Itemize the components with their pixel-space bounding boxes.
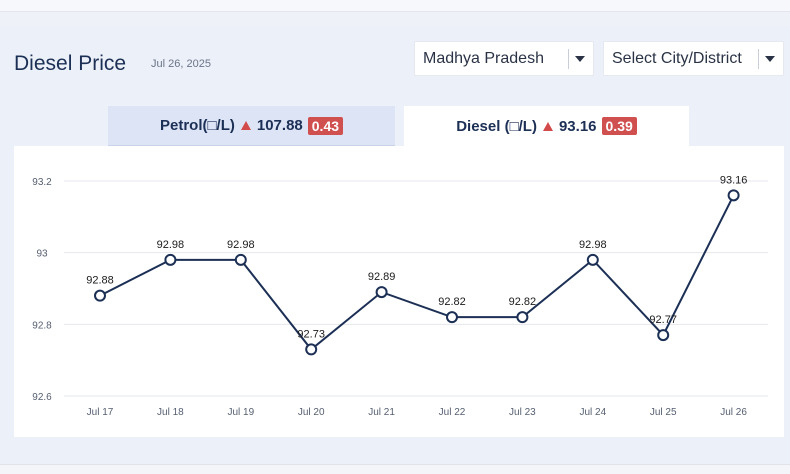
chart-card: 93.2 93 92.8 92.6 Jul 17 Jul 18 Jul 19 Jul 20 Ju… xyxy=(14,146,784,437)
triangle-up-icon xyxy=(240,121,251,130)
tab-label: Diesel (□/L) xyxy=(456,117,537,135)
select-divider xyxy=(758,48,759,69)
y-tick-label: 93.2 xyxy=(32,177,52,188)
x-tick-label: Jul 24 xyxy=(579,407,606,418)
data-label: 92.73 xyxy=(297,328,325,340)
x-tick-label: Jul 21 xyxy=(368,407,395,418)
change-badge: 0.43 xyxy=(307,116,344,135)
data-point xyxy=(727,189,740,202)
data-label: 92.82 xyxy=(509,296,537,308)
data-label: 92.77 xyxy=(649,314,677,326)
x-tick-label: Jul 18 xyxy=(157,407,184,418)
data-point xyxy=(94,289,106,302)
page-date: Jul 26, 2025 xyxy=(151,58,211,70)
data-label: 92.98 xyxy=(579,239,607,251)
price-line-chart: 93.2 93 92.8 92.6 Jul 17 Jul 18 Jul 19 Jul 20 Ju… xyxy=(32,174,768,418)
data-point xyxy=(657,329,670,342)
data-label: 92.98 xyxy=(157,239,185,251)
state-select[interactable]: Madhya Pradesh xyxy=(414,41,594,76)
x-tick-label: Jul 20 xyxy=(298,407,325,418)
data-label: 92.88 xyxy=(86,275,114,287)
data-point xyxy=(586,253,599,266)
tab-label: Petrol(□/L) xyxy=(159,117,235,134)
data-point xyxy=(164,253,177,266)
triangle-up-icon xyxy=(542,121,553,131)
x-tick-label: Jul 19 xyxy=(227,407,254,418)
change-badge: 0.39 xyxy=(601,117,637,135)
bottom-strip xyxy=(0,464,790,474)
x-tick-label: Jul 17 xyxy=(87,407,114,418)
chevron-down-icon[interactable] xyxy=(765,55,775,62)
data-point xyxy=(305,343,318,356)
y-tick-label: 92.8 xyxy=(32,320,52,331)
tab-petrol[interactable]: Petrol(□/L) 107.88 0.43 xyxy=(108,106,395,146)
x-tick-label: Jul 25 xyxy=(650,407,677,418)
y-tick-label: 93 xyxy=(36,249,48,260)
page-title: Diesel Price xyxy=(14,52,127,75)
series-line xyxy=(99,194,735,351)
city-select[interactable]: Select City/District xyxy=(603,41,784,76)
data-point xyxy=(446,311,458,324)
tab-price: 93.16 xyxy=(558,117,597,135)
top-strip xyxy=(0,0,790,12)
state-select-value: Madhya Pradesh xyxy=(423,49,544,67)
data-label: 92.82 xyxy=(438,296,466,308)
x-tick-label: Jul 23 xyxy=(509,407,536,418)
data-label: 92.89 xyxy=(368,271,396,283)
data-point xyxy=(234,253,247,266)
data-label: 93.16 xyxy=(720,174,748,186)
city-select-value: Select City/District xyxy=(612,49,742,67)
data-point xyxy=(375,286,388,299)
select-divider xyxy=(568,48,569,69)
x-tick-label: Jul 26 xyxy=(720,407,747,418)
tab-price: 107.88 xyxy=(256,117,303,134)
data-point xyxy=(516,311,529,324)
y-tick-label: 92.6 xyxy=(32,392,52,403)
tab-diesel[interactable]: Diesel (□/L) 93.16 0.39 xyxy=(404,106,689,146)
data-label: 92.98 xyxy=(227,239,255,251)
x-tick-label: Jul 22 xyxy=(439,407,466,418)
chevron-down-icon[interactable] xyxy=(575,55,585,62)
